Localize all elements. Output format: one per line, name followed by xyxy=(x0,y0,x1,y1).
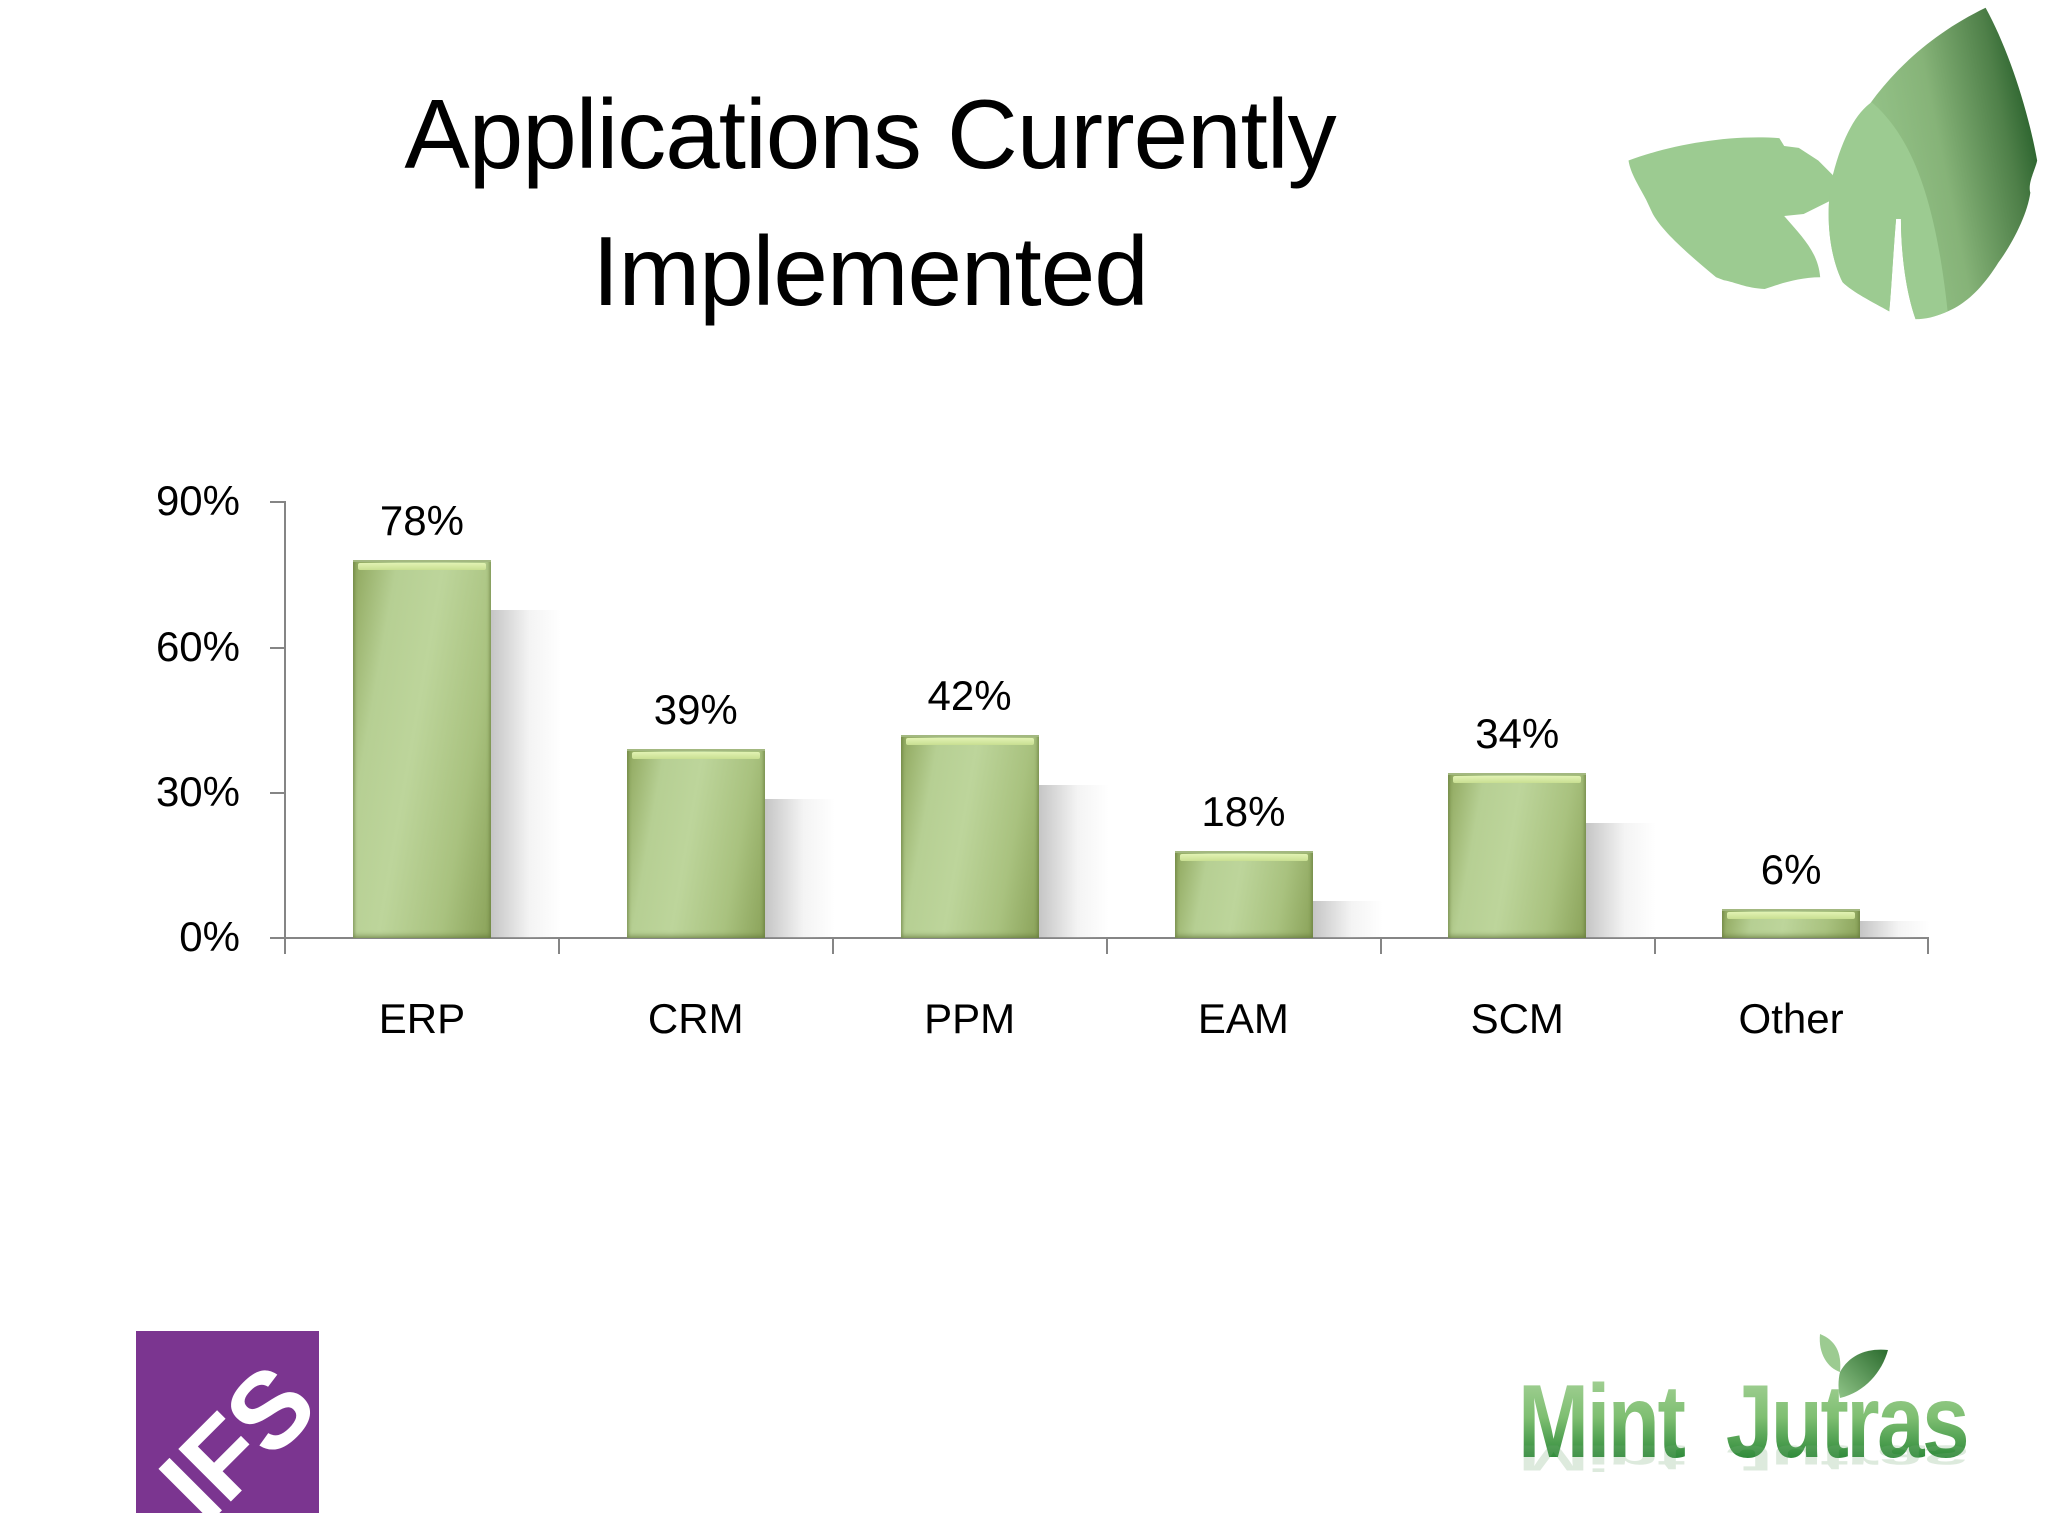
slide-title: Applications Currently Implemented xyxy=(300,66,1440,340)
y-tick-30 xyxy=(270,792,285,794)
bar-fill xyxy=(1174,850,1313,938)
bar-eam xyxy=(1174,850,1383,938)
bar-scm xyxy=(1448,773,1657,938)
category-label-erp: ERP xyxy=(378,995,466,1042)
bar-fill xyxy=(1722,908,1861,938)
slide-title-line1: Applications Currently xyxy=(404,79,1336,189)
x-tick xyxy=(1654,938,1656,954)
bar-top-edge xyxy=(1174,850,1313,853)
bar-shadow xyxy=(764,799,835,938)
y-tick-90 xyxy=(270,501,285,503)
value-label-other: 6% xyxy=(1760,845,1822,893)
x-tick xyxy=(1380,938,1382,954)
bar-fill xyxy=(626,749,765,938)
bar-shadow xyxy=(1586,823,1657,938)
bar-fill xyxy=(353,560,491,938)
category-label-other: Other xyxy=(1738,995,1844,1042)
bar-shadow xyxy=(1038,784,1109,938)
bar-shadow xyxy=(1860,920,1931,938)
category-label-eam: EAM xyxy=(1197,995,1289,1042)
y-label-60: 60% xyxy=(155,623,240,670)
y-tick-60 xyxy=(270,647,285,649)
slide-title-line2: Implemented xyxy=(592,216,1149,326)
ifs-logo: IFS xyxy=(136,1331,319,1513)
bar-highlight xyxy=(1727,911,1856,919)
x-axis-line xyxy=(270,937,1929,939)
bar-fill xyxy=(900,734,1039,938)
bar-top-edge xyxy=(1722,908,1861,911)
mint-jutras-logo-reflection: Mint Jutras xyxy=(1518,1437,1968,1479)
y-label-0: 0% xyxy=(179,913,240,960)
bar-top-edge xyxy=(1448,773,1587,776)
mint-jutras-logo: Mint Jutras Mint Jutras xyxy=(1510,1326,1970,1516)
bar-top-edge xyxy=(353,560,491,563)
value-label-ppm: 42% xyxy=(927,671,1012,719)
bar-highlight xyxy=(631,752,760,760)
bar-highlight xyxy=(358,563,486,571)
bar-fill xyxy=(1448,773,1587,938)
y-tick-0 xyxy=(270,937,285,939)
value-label-scm: 34% xyxy=(1475,710,1560,758)
value-label-erp: 78% xyxy=(379,497,464,545)
bar-top-edge xyxy=(626,749,765,752)
bar-ppm xyxy=(900,734,1109,938)
x-tick xyxy=(1927,938,1929,954)
x-tick xyxy=(832,938,834,954)
category-label-ppm: PPM xyxy=(924,995,1016,1042)
value-label-eam: 18% xyxy=(1201,787,1286,835)
y-label-30: 30% xyxy=(155,768,240,815)
bar-crm xyxy=(626,749,835,938)
bar-shadow xyxy=(491,610,561,938)
bar-other xyxy=(1722,908,1931,938)
x-tick xyxy=(1106,938,1108,954)
leaf-decoration-icon xyxy=(1628,7,2038,320)
mint-jutras-leaf-icon xyxy=(1819,1334,1888,1398)
y-axis-line xyxy=(284,501,286,954)
category-label-crm: CRM xyxy=(647,995,744,1042)
category-label-scm: SCM xyxy=(1470,995,1564,1042)
bar-highlight xyxy=(905,737,1034,745)
bar-erp xyxy=(353,560,561,938)
bar-shadow xyxy=(1312,900,1383,938)
bar-top-edge xyxy=(900,734,1039,737)
value-label-crm: 39% xyxy=(653,686,738,734)
bar-highlight xyxy=(1453,776,1582,784)
x-tick xyxy=(558,938,560,954)
bar-highlight xyxy=(1179,853,1308,861)
ifs-logo-text: IFS xyxy=(136,1342,319,1513)
y-label-90: 90% xyxy=(155,477,240,524)
bar-chart: 90% 60% 30% 0% 78% ERP 39% CRM 42% PPM 18% EAM 3… xyxy=(155,477,1931,1042)
